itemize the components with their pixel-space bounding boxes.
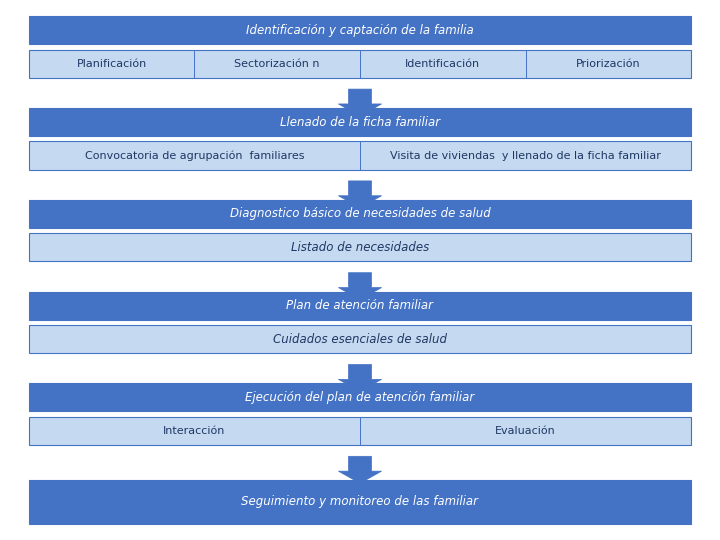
Text: Diagnostico básico de necesidades de salud: Diagnostico básico de necesidades de sal… — [230, 207, 490, 220]
Bar — [29, 141, 691, 170]
Text: Planificación: Planificación — [76, 59, 147, 69]
Text: Convocatoria de agrupación  familiares: Convocatoria de agrupación familiares — [85, 150, 304, 161]
Bar — [29, 325, 691, 353]
Text: Listado de necesidades: Listado de necesidades — [291, 241, 429, 254]
Text: Sectorización n: Sectorización n — [235, 59, 320, 69]
Text: Seguimiento y monitoreo de las familiar: Seguimiento y monitoreo de las familiar — [241, 495, 479, 508]
Bar — [29, 50, 691, 78]
Polygon shape — [338, 364, 382, 391]
Polygon shape — [338, 181, 382, 208]
Bar — [29, 16, 691, 44]
Polygon shape — [338, 273, 382, 300]
Bar — [29, 233, 691, 261]
Text: Identificación y captación de la familia: Identificación y captación de la familia — [246, 24, 474, 37]
Text: Identificación: Identificación — [405, 59, 480, 69]
Bar — [29, 417, 691, 445]
Bar — [29, 480, 691, 524]
Text: Ejecución del plan de atención familiar: Ejecución del plan de atención familiar — [246, 391, 474, 404]
Bar — [29, 108, 691, 136]
Bar — [29, 200, 691, 228]
Polygon shape — [338, 89, 382, 116]
Text: Plan de atención familiar: Plan de atención familiar — [287, 299, 433, 312]
Polygon shape — [338, 456, 382, 483]
Bar — [29, 383, 691, 411]
Text: Evaluación: Evaluación — [495, 426, 556, 436]
Text: Cuidados esenciales de salud: Cuidados esenciales de salud — [273, 333, 447, 346]
Bar — [29, 292, 691, 320]
Text: Interacción: Interacción — [163, 426, 225, 436]
Text: Visita de viviendas  y llenado de la ficha familiar: Visita de viviendas y llenado de la fich… — [390, 151, 661, 160]
Text: Llenado de la ficha familiar: Llenado de la ficha familiar — [280, 116, 440, 129]
Text: Priorización: Priorización — [576, 59, 641, 69]
